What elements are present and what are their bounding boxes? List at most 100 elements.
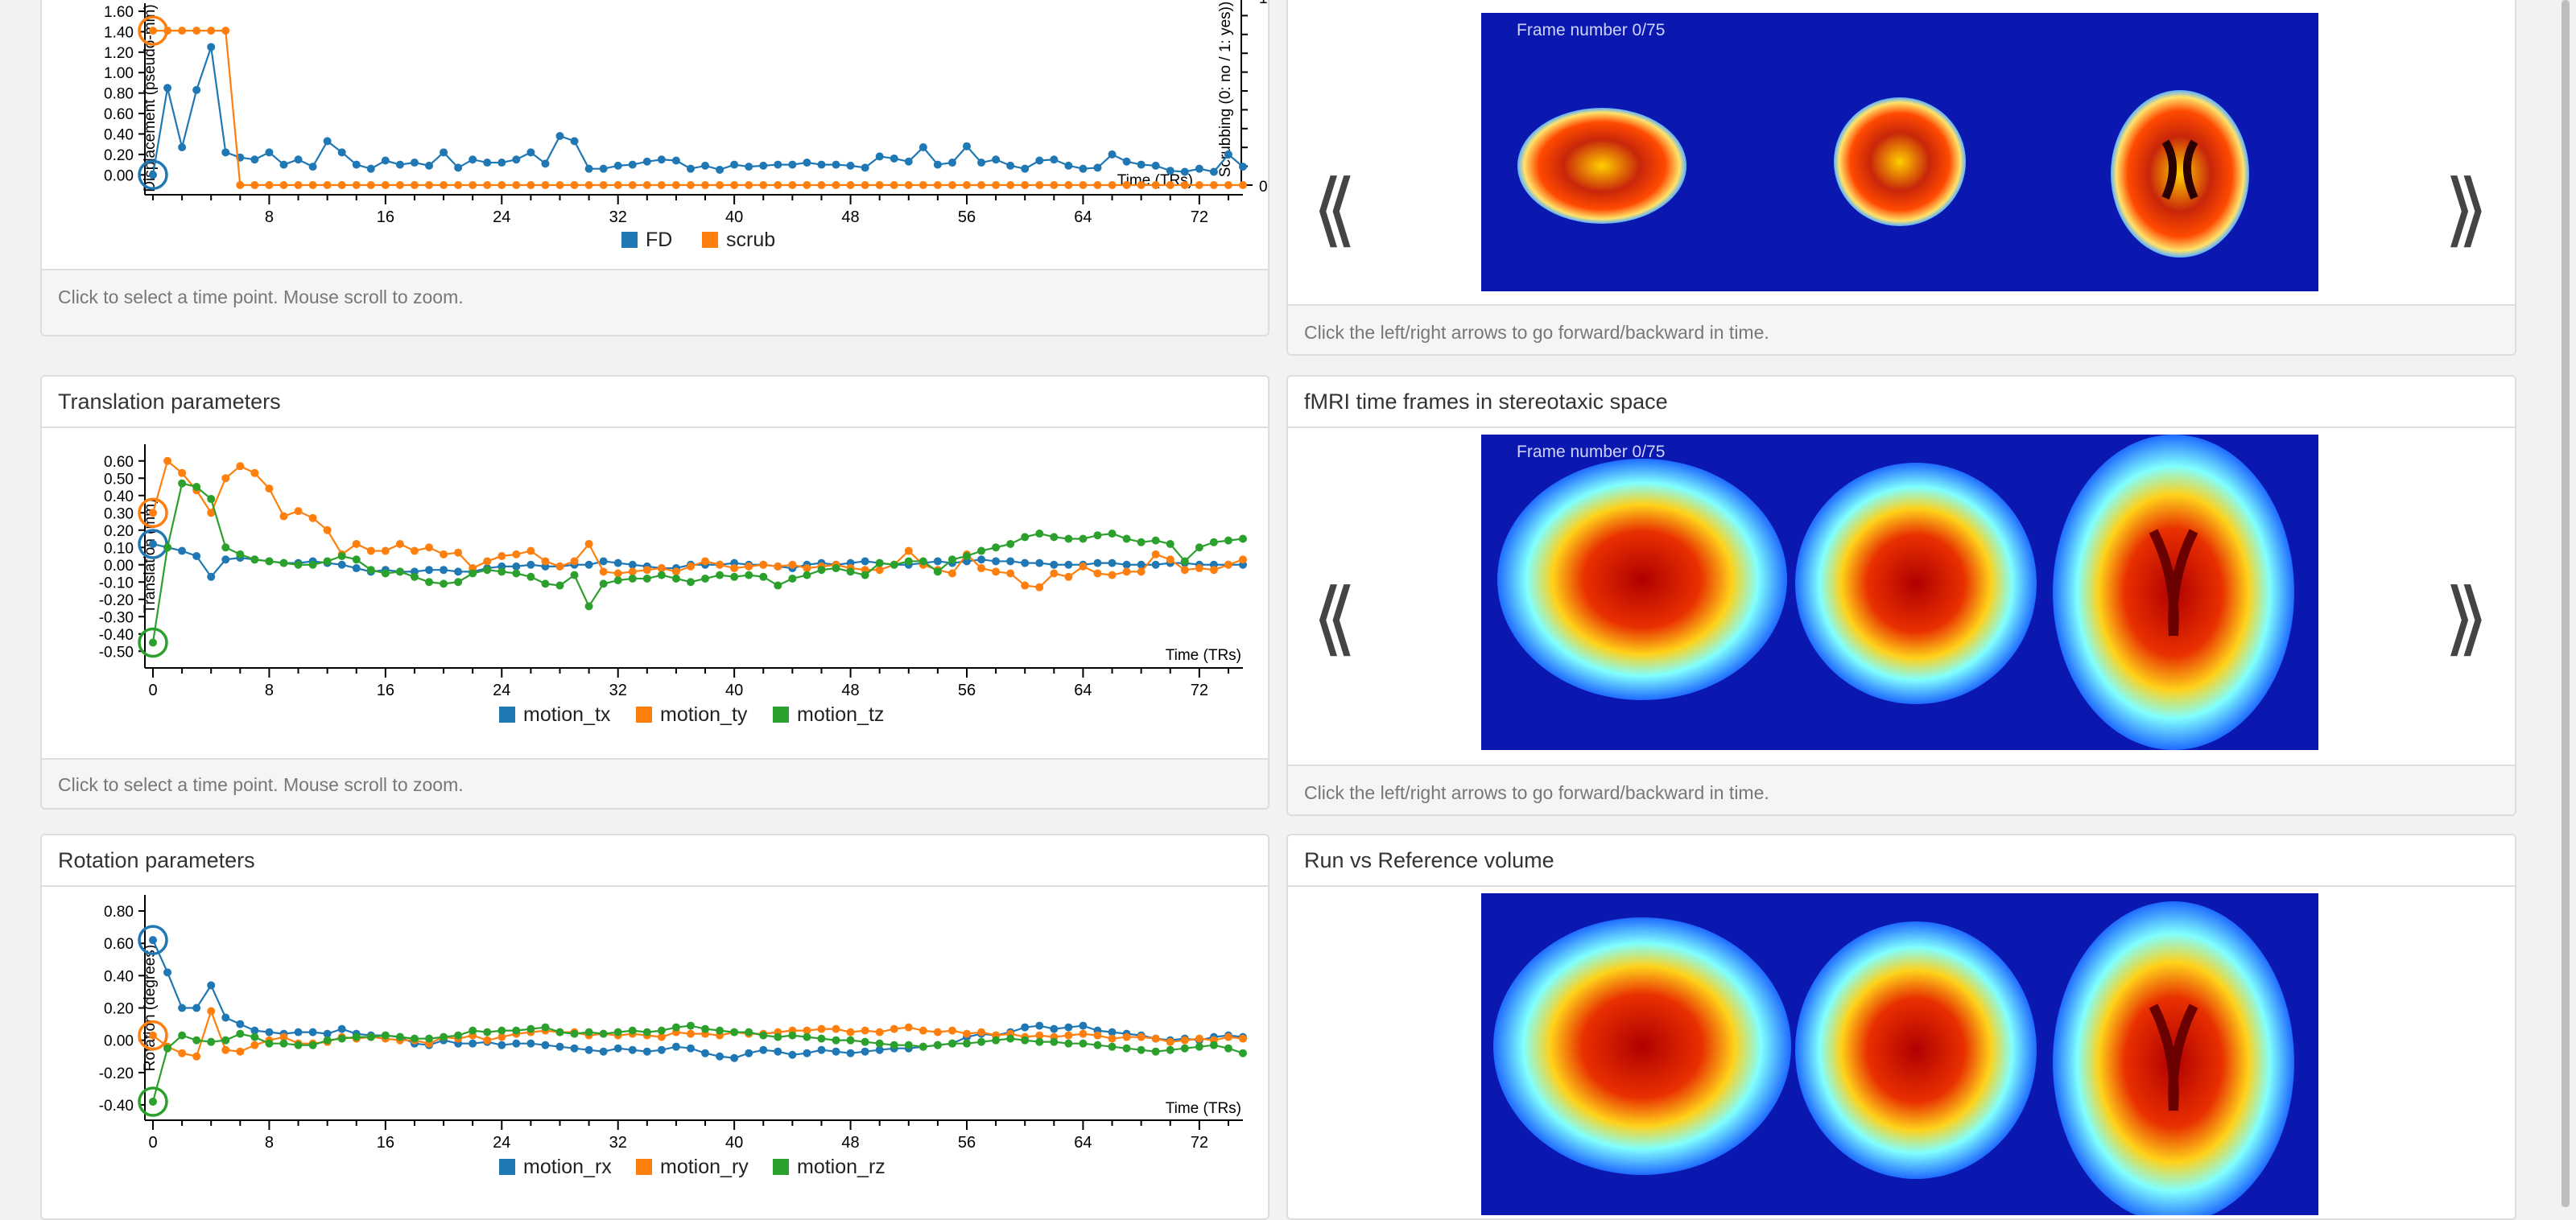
rotation-chart-area[interactable]: 0.80 0.60 0.40 0.20 0.00 -0.20 -0.40 Rotation (… (42, 885, 1269, 1215)
data-point-scrub (541, 181, 550, 189)
data-point-motion_tx (1021, 558, 1030, 567)
fd-chart[interactable]: 1.60 1.40 1.20 1.00 0.80 0.60 0.40 0.20 0.00 Disp… (42, 0, 1269, 267)
data-point-motion_rx (308, 1028, 317, 1037)
page-scrollbar[interactable] (2562, 0, 2570, 1207)
cursor-ring-motion_ty (138, 497, 168, 528)
native-next-arrow[interactable]: ⟫ (2444, 164, 2489, 254)
data-point-motion_rz (992, 1036, 1001, 1045)
data-point-motion_rz (149, 1097, 157, 1106)
data-point-motion_ty (1021, 581, 1030, 590)
data-point-motion_ty (1209, 566, 1218, 575)
stereotaxic-prev-arrow[interactable]: ⟪ (1312, 573, 1357, 663)
data-point-FD (1239, 163, 1247, 171)
data-point-motion_tz (425, 578, 434, 587)
native-footer: Click the left/right arrows to go forwar… (1288, 304, 2515, 354)
data-point-scrub (599, 181, 608, 189)
legend-label-scrub: scrub (726, 229, 775, 251)
data-point-motion_rz (294, 1041, 303, 1049)
data-point-motion_tz (671, 574, 680, 583)
y-tick-label: -0.30 (99, 609, 134, 626)
data-point-motion_tz (788, 574, 797, 583)
data-point-motion_rz (890, 1041, 898, 1049)
data-point-motion_rx (759, 1045, 768, 1054)
data-point-motion_tz (541, 579, 550, 588)
data-point-scrub (1021, 181, 1030, 189)
cursor-ring-motion_rz (138, 1086, 168, 1117)
stereotaxic-panel: fMRI time frames in stereotaxic space Fr… (1286, 375, 2516, 816)
fd-chart-area[interactable]: 1.60 1.40 1.20 1.00 0.80 0.60 0.40 0.20 0.00 Disp… (42, 0, 1269, 267)
series-line-FD (151, 47, 1244, 175)
data-point-motion_tz (323, 557, 332, 566)
data-point-motion_rx (149, 936, 157, 945)
data-point-motion_ry (279, 1032, 288, 1041)
x-tick-label: 16 (377, 1134, 394, 1152)
native-prev-arrow[interactable]: ⟪ (1312, 164, 1357, 254)
data-point-motion_tz (570, 571, 579, 579)
data-point-motion_tz (294, 560, 303, 569)
cursor-ring-motion_rx (138, 925, 168, 955)
data-point-motion_ty (410, 546, 419, 555)
data-point-motion_tx (1050, 560, 1059, 569)
y-tick-label: 0.20 (104, 523, 134, 540)
y-tick-label: 0.30 (104, 505, 134, 522)
data-point-motion_rz (947, 1039, 956, 1048)
data-point-FD (497, 159, 506, 167)
data-point-motion_rz (1239, 1049, 1247, 1057)
x-tick-label: 0 (148, 1134, 157, 1152)
data-point-motion_rx (323, 1029, 332, 1038)
data-point-motion_rz (207, 1037, 216, 1046)
data-point-motion_ty (1108, 571, 1117, 579)
data-point-FD (613, 161, 622, 170)
data-point-FD (832, 160, 840, 169)
translation-chart[interactable]: 0.600.500.400.300.200.100.00-0.10-0.20-0… (42, 427, 1269, 737)
data-point-FD (570, 137, 579, 146)
data-point-motion_ty (730, 564, 739, 573)
x-tick-label: 72 (1191, 208, 1208, 226)
data-point-motion_tz (1122, 534, 1131, 543)
data-point-FD (1224, 150, 1232, 159)
native-brain-slices (1517, 90, 2249, 258)
legend-swatch-motion_tz (773, 707, 789, 723)
translation-chart-area[interactable]: 0.60 0.50 0.40 0.30 0.20 0.10 0.00 -0.10 -0.20 -0… (42, 427, 1269, 737)
data-point-motion_rz (279, 1039, 288, 1048)
data-point-motion_ty (1239, 555, 1247, 564)
data-point-motion_tx (425, 566, 434, 575)
data-point-motion_rx (294, 1028, 303, 1037)
data-point-motion_ty (904, 546, 913, 555)
stereotaxic-next-arrow[interactable]: ⟫ (2444, 573, 2489, 663)
y-tick-label: 0.60 (104, 454, 134, 471)
stereotaxic-heading: fMRI time frames in stereotaxic space (1288, 377, 2515, 428)
stereotaxic-brain-slices (1497, 435, 2294, 750)
data-point-scrub (628, 181, 637, 189)
data-point-scrub (337, 181, 346, 189)
rotation-chart[interactable]: 0.80 0.60 0.40 0.20 0.00 -0.20 -0.40 Rotation (… (42, 885, 1269, 1215)
data-point-motion_ty (774, 562, 782, 571)
data-point-motion_rz (512, 1026, 521, 1035)
data-point-motion_tz (1166, 539, 1174, 548)
data-point-motion_ty (1093, 569, 1102, 578)
data-point-motion_rx (846, 1049, 855, 1057)
data-point-motion_rx (599, 1047, 608, 1056)
data-point-motion_ry (861, 1026, 869, 1035)
data-point-scrub (759, 181, 768, 189)
data-point-motion_ry (803, 1026, 811, 1035)
data-point-motion_tx (1035, 558, 1044, 567)
data-point-FD (526, 148, 535, 157)
x-tick-label: 8 (265, 208, 274, 226)
data-point-motion_tx (1006, 557, 1015, 566)
legend-label-motion_tx: motion_tx (523, 703, 611, 726)
data-point-motion_rz (1209, 1041, 1218, 1049)
x-tick-label: 32 (609, 1134, 627, 1152)
data-point-motion_ry (817, 1024, 826, 1033)
data-point-motion_rz (599, 1029, 608, 1038)
data-point-motion_ty (366, 546, 375, 555)
x-tick-label: 64 (1074, 1134, 1092, 1152)
y2-tick-label: 1 (1259, 0, 1268, 7)
data-point-motion_ty (584, 539, 593, 548)
data-point-motion_ty (1195, 564, 1203, 573)
page-scrollbar-thumb[interactable] (2562, 0, 2570, 1207)
data-point-motion_ry (846, 1028, 855, 1037)
data-point-FD (1151, 161, 1160, 170)
data-point-motion_tz (308, 560, 317, 569)
data-point-motion_ty (265, 484, 274, 493)
